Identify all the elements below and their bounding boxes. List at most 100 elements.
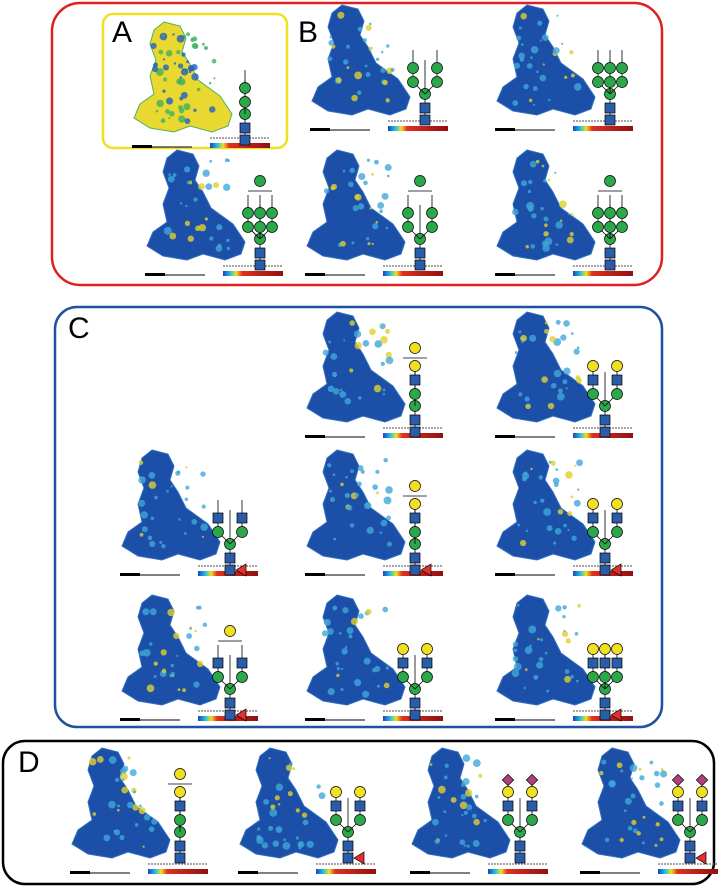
intensity-spot — [193, 197, 198, 202]
color-bar — [210, 143, 270, 148]
intensity-spot — [263, 798, 269, 805]
intensity-spot — [139, 804, 142, 808]
intensity-spot — [354, 194, 360, 200]
intensity-spot — [463, 844, 467, 847]
intensity-spot — [372, 223, 379, 230]
intensity-spot — [181, 52, 186, 57]
intensity-spot — [147, 535, 153, 541]
intensity-spot — [282, 841, 291, 850]
glycan-square — [414, 247, 426, 259]
intensity-spot — [564, 75, 568, 79]
intensity-spot — [333, 374, 337, 378]
intensity-spot — [571, 535, 577, 541]
intensity-spot — [176, 654, 179, 658]
intensity-spot — [165, 97, 174, 105]
intensity-spot — [385, 226, 389, 230]
intensity-spot — [375, 221, 379, 224]
intensity-spot — [366, 526, 374, 535]
intensity-spot — [570, 332, 574, 335]
intensity-spot — [318, 792, 326, 800]
intensity-spot — [386, 515, 392, 521]
intensity-spot — [327, 463, 332, 468]
intensity-spot — [195, 605, 200, 610]
tissue-outline — [496, 594, 596, 706]
intensity-spot — [149, 642, 153, 646]
glycan-circle — [696, 786, 708, 798]
intensity-spot — [336, 667, 341, 671]
intensity-spot — [390, 67, 395, 72]
glycan-circle — [587, 671, 599, 683]
glycan-structure — [168, 768, 192, 864]
intensity-spot — [328, 40, 335, 46]
intensity-spot — [348, 181, 354, 188]
glycan-circle — [672, 786, 684, 798]
intensity-spot — [165, 50, 173, 57]
intensity-spot — [178, 115, 186, 123]
glycan-circle — [407, 76, 419, 88]
intensity-spot — [186, 60, 190, 64]
intensity-spot — [560, 219, 563, 222]
intensity-spot — [211, 58, 217, 64]
intensity-spot — [354, 679, 362, 687]
intensity-spot — [538, 657, 544, 662]
intensity-spot — [367, 242, 371, 246]
intensity-spot — [627, 825, 633, 831]
intensity-spot — [520, 180, 528, 187]
intensity-spot — [472, 759, 481, 768]
intensity-spot — [349, 167, 355, 174]
intensity-spot — [524, 646, 533, 654]
intensity-spot — [346, 504, 353, 511]
intensity-spot — [380, 50, 384, 54]
intensity-spot — [374, 665, 381, 672]
intensity-spot — [194, 645, 200, 652]
intensity-spot — [175, 470, 181, 476]
intensity-spot — [540, 638, 544, 642]
intensity-spot — [549, 336, 556, 343]
intensity-spot — [152, 62, 158, 68]
intensity-spot — [333, 537, 337, 541]
intensity-spot — [340, 482, 344, 487]
intensity-spot — [369, 22, 372, 26]
intensity-spot — [329, 497, 336, 503]
intensity-spot — [178, 107, 185, 114]
glycan-circle — [397, 643, 409, 655]
tissue-image — [580, 747, 718, 874]
intensity-spot — [342, 607, 349, 614]
intensity-spot — [161, 34, 165, 37]
intensity-spot — [366, 158, 371, 162]
intensity-spot — [609, 780, 616, 787]
intensity-spot — [570, 213, 574, 217]
intensity-spot — [466, 844, 470, 848]
intensity-spot — [385, 666, 389, 670]
intensity-spot — [623, 809, 627, 813]
intensity-spot — [335, 77, 342, 83]
glycan-structure — [671, 773, 709, 865]
intensity-spot — [523, 686, 526, 690]
glycan-square — [342, 840, 354, 852]
intensity-spot — [203, 46, 208, 51]
intensity-spot — [257, 827, 261, 831]
glycan-square — [254, 247, 266, 259]
glycan-square — [224, 564, 236, 576]
tissue-outline — [71, 747, 171, 859]
intensity-spot — [362, 690, 370, 698]
intensity-spot — [302, 819, 309, 826]
intensity-spot — [566, 236, 574, 244]
intensity-spot — [171, 671, 175, 676]
intensity-spot — [555, 605, 562, 612]
intensity-spot — [328, 340, 332, 344]
intensity-spot — [642, 841, 645, 845]
intensity-spot — [200, 523, 208, 531]
glycan-square — [409, 414, 421, 426]
intensity-spot — [363, 657, 371, 665]
intensity-spot — [562, 605, 567, 610]
color-bar — [388, 126, 448, 131]
intensity-spot — [543, 179, 547, 183]
intensity-spot — [544, 651, 548, 655]
glycan-circle — [421, 643, 433, 655]
intensity-spot — [546, 689, 550, 693]
intensity-spot — [374, 340, 383, 348]
intensity-spot — [639, 775, 645, 781]
intensity-spot — [193, 108, 197, 112]
intensity-spot — [356, 90, 362, 96]
